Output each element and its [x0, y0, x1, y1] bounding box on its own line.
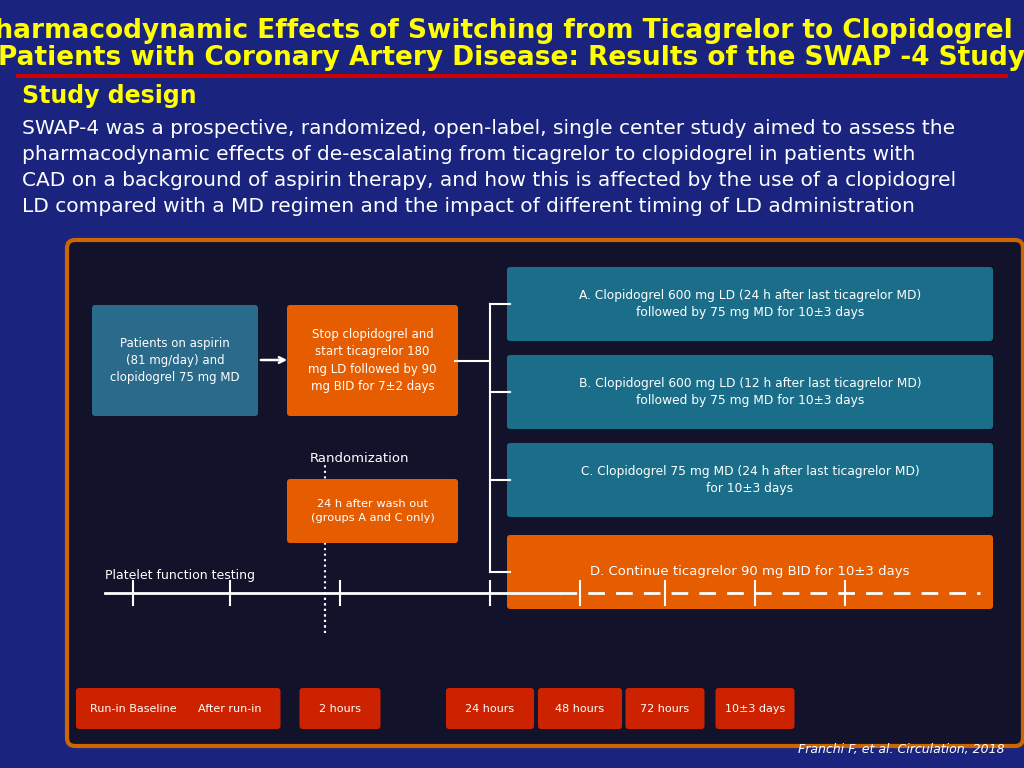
- FancyBboxPatch shape: [299, 688, 381, 729]
- Text: Randomization: Randomization: [310, 452, 410, 465]
- FancyBboxPatch shape: [287, 479, 458, 543]
- Text: Platelet function testing: Platelet function testing: [105, 568, 255, 581]
- Text: LD compared with a MD regimen and the impact of different timing of LD administr: LD compared with a MD regimen and the im…: [22, 197, 914, 216]
- FancyBboxPatch shape: [507, 535, 993, 609]
- Text: 24 h after wash out
(groups A and C only): 24 h after wash out (groups A and C only…: [310, 499, 434, 523]
- Text: 2 hours: 2 hours: [319, 703, 361, 713]
- Text: 72 hours: 72 hours: [640, 703, 689, 713]
- FancyBboxPatch shape: [92, 305, 258, 416]
- Text: A. Clopidogrel 600 mg LD (24 h after last ticagrelor MD)
followed by 75 mg MD fo: A. Clopidogrel 600 mg LD (24 h after las…: [579, 289, 922, 319]
- FancyBboxPatch shape: [76, 688, 190, 729]
- FancyBboxPatch shape: [287, 305, 458, 416]
- Text: C. Clopidogrel 75 mg MD (24 h after last ticagrelor MD)
for 10±3 days: C. Clopidogrel 75 mg MD (24 h after last…: [581, 465, 920, 495]
- Text: 24 hours: 24 hours: [466, 703, 515, 713]
- Text: Patients on aspirin
(81 mg/day) and
clopidogrel 75 mg MD: Patients on aspirin (81 mg/day) and clop…: [111, 336, 240, 385]
- FancyBboxPatch shape: [507, 355, 993, 429]
- Text: Study design: Study design: [22, 84, 197, 108]
- FancyBboxPatch shape: [538, 688, 622, 729]
- FancyBboxPatch shape: [626, 688, 705, 729]
- FancyBboxPatch shape: [67, 240, 1023, 746]
- Text: After run-in: After run-in: [199, 703, 262, 713]
- Text: CAD on a background of aspirin therapy, and how this is affected by the use of a: CAD on a background of aspirin therapy, …: [22, 170, 956, 190]
- Text: Run-in Baseline: Run-in Baseline: [90, 703, 176, 713]
- Text: D. Continue ticagrelor 90 mg BID for 10±3 days: D. Continue ticagrelor 90 mg BID for 10±…: [590, 565, 909, 578]
- Text: Patients with Coronary Artery Disease: Results of the SWAP -4 Study: Patients with Coronary Artery Disease: R…: [0, 45, 1024, 71]
- FancyBboxPatch shape: [446, 688, 534, 729]
- Text: Pharmacodynamic Effects of Switching from Ticagrelor to Clopidogrel in: Pharmacodynamic Effects of Switching fro…: [0, 18, 1024, 44]
- Text: SWAP-4 was a prospective, randomized, open-label, single center study aimed to a: SWAP-4 was a prospective, randomized, op…: [22, 118, 955, 137]
- Text: Franchi F, et al. Circulation, 2018: Franchi F, et al. Circulation, 2018: [799, 743, 1005, 756]
- Text: pharmacodynamic effects of de-escalating from ticagrelor to clopidogrel in patie: pharmacodynamic effects of de-escalating…: [22, 144, 915, 164]
- FancyBboxPatch shape: [716, 688, 795, 729]
- Text: 48 hours: 48 hours: [555, 703, 604, 713]
- FancyBboxPatch shape: [507, 267, 993, 341]
- Text: 10±3 days: 10±3 days: [725, 703, 785, 713]
- FancyBboxPatch shape: [179, 688, 281, 729]
- FancyBboxPatch shape: [507, 443, 993, 517]
- Text: Stop clopidogrel and
start ticagrelor 180
mg LD followed by 90
mg BID for 7±2 da: Stop clopidogrel and start ticagrelor 18…: [308, 328, 437, 393]
- Text: B. Clopidogrel 600 mg LD (12 h after last ticagrelor MD)
followed by 75 mg MD fo: B. Clopidogrel 600 mg LD (12 h after las…: [579, 377, 922, 407]
